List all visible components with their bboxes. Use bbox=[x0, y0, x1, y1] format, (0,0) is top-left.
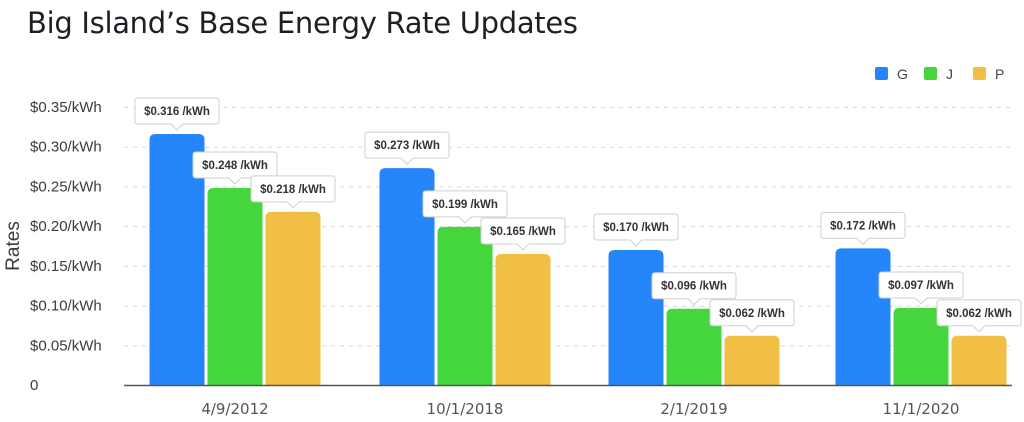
bar-g bbox=[835, 248, 891, 385]
data-label: $0.218 /kWh bbox=[250, 175, 336, 209]
data-label: $0.097 /kWh bbox=[878, 271, 964, 305]
legend-label: P bbox=[995, 66, 1004, 82]
legend-swatch bbox=[924, 67, 937, 80]
bar-j bbox=[893, 307, 949, 385]
data-label-text: $0.097 /kWh bbox=[888, 280, 954, 292]
x-tick-label: 4/9/2012 bbox=[201, 400, 268, 418]
data-label-box bbox=[250, 175, 336, 209]
bar-g bbox=[149, 134, 205, 385]
data-label: $0.316 /kWh bbox=[134, 97, 220, 131]
bar-g bbox=[379, 168, 435, 385]
data-label: $0.172 /kWh bbox=[820, 211, 906, 246]
x-tick-label: 10/1/2018 bbox=[427, 400, 504, 418]
data-label-text: $0.062 /kWh bbox=[946, 308, 1012, 320]
legend-item-p[interactable]: P bbox=[973, 66, 1004, 82]
y-tick-label: 0 bbox=[30, 377, 38, 394]
y-axis-ticks: 0 $0.05/kWh $0.10/kWh $0.15/kWh $0.20/kWh $0.… bbox=[30, 99, 102, 394]
data-label-box bbox=[422, 190, 508, 224]
y-tick-label: $0.20/kWh bbox=[30, 218, 102, 235]
x-axis-ticks: 4/9/2012 10/1/2018 2/1/2019 11/1/2020 bbox=[201, 400, 959, 418]
bar-p bbox=[495, 253, 551, 385]
y-tick-label: $0.25/kWh bbox=[30, 178, 102, 195]
bar-p bbox=[724, 335, 780, 385]
x-tick-label: 11/1/2020 bbox=[883, 400, 960, 418]
chart-title: Big Island’s Base Energy Rate Updates bbox=[27, 6, 578, 40]
data-label-box bbox=[134, 97, 220, 131]
data-label: $0.165 /kWh bbox=[480, 217, 566, 251]
data-label-text: $0.172 /kWh bbox=[830, 220, 896, 232]
bars bbox=[149, 134, 1007, 385]
data-label: $0.096 /kWh bbox=[651, 272, 737, 306]
data-label-box bbox=[480, 217, 566, 251]
bar-j bbox=[437, 226, 493, 385]
data-label-box bbox=[936, 299, 1022, 333]
data-label: $0.062 /kWh bbox=[936, 299, 1022, 333]
bar-p bbox=[951, 335, 1007, 385]
data-label-text: $0.096 /kWh bbox=[661, 281, 727, 293]
data-label: $0.199 /kWh bbox=[422, 190, 508, 224]
y-tick-label: $0.35/kWh bbox=[30, 99, 102, 116]
y-tick-label: $0.30/kWh bbox=[30, 139, 102, 156]
data-label-text: $0.218 /kWh bbox=[260, 184, 326, 196]
data-label-box bbox=[709, 299, 795, 333]
data-label: $0.273 /kWh bbox=[364, 131, 450, 165]
x-tick-label: 2/1/2019 bbox=[660, 400, 727, 418]
data-label-text: $0.062 /kWh bbox=[719, 308, 785, 320]
legend-label: G bbox=[897, 66, 908, 82]
data-label-text: $0.273 /kWh bbox=[374, 140, 440, 152]
bar-p bbox=[265, 211, 321, 385]
data-label-box bbox=[878, 271, 964, 305]
legend-item-j[interactable]: J bbox=[924, 66, 953, 82]
data-label-box bbox=[651, 272, 737, 306]
bar-j bbox=[666, 308, 722, 385]
y-tick-label: $0.10/kWh bbox=[30, 298, 102, 315]
data-labels: $0.316 /kWh $0.248 /kWh $0.218 /kWh $0.273 … bbox=[134, 97, 1022, 333]
legend-item-g[interactable]: G bbox=[875, 66, 908, 82]
data-label: $0.170 /kWh bbox=[593, 213, 679, 247]
data-label-text: $0.248 /kWh bbox=[202, 160, 268, 172]
legend-label: J bbox=[946, 66, 953, 82]
data-label-text: $0.199 /kWh bbox=[432, 199, 498, 211]
legend-swatch bbox=[875, 67, 888, 80]
data-label-text: $0.316 /kWh bbox=[144, 106, 210, 118]
data-label-box bbox=[820, 211, 906, 246]
data-label: $0.062 /kWh bbox=[709, 299, 795, 333]
legend-swatch bbox=[973, 67, 986, 80]
y-tick-label: $0.15/kWh bbox=[30, 258, 102, 275]
data-label-text: $0.165 /kWh bbox=[490, 226, 556, 238]
data-label-text: $0.170 /kWh bbox=[603, 222, 669, 234]
data-label-box bbox=[364, 131, 450, 165]
data-label-box bbox=[593, 213, 679, 247]
y-tick-label: $0.05/kWh bbox=[30, 337, 102, 354]
bar-g bbox=[608, 249, 664, 385]
bar-j bbox=[207, 188, 263, 385]
y-axis-label: Rates bbox=[3, 221, 24, 271]
